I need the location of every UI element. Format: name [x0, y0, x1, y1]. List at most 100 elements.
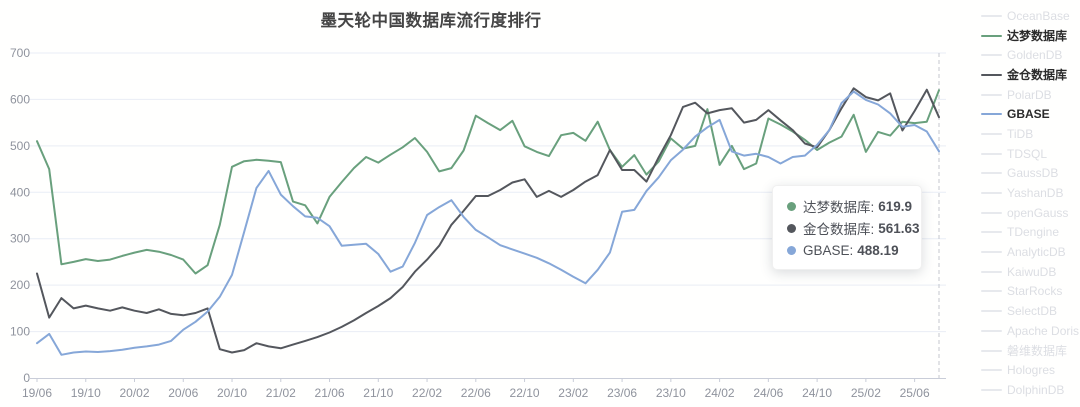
legend-item-openGauss[interactable]: openGauss	[981, 203, 1080, 223]
legend-label: GoldenDB	[1007, 48, 1063, 63]
legend-label: TDengine	[1007, 225, 1060, 240]
x-axis-label-22/06: 22/06	[461, 386, 491, 400]
legend-label: TiDB	[1007, 126, 1034, 141]
tooltip-row-kingbase: 金仓数据库: 561.63	[787, 217, 920, 239]
x-axis-label-22/10: 22/10	[510, 386, 540, 400]
y-axis-label-100: 100	[10, 325, 30, 339]
legend-item-GoldenDB[interactable]: GoldenDB	[981, 45, 1080, 65]
legend-item-TiDB[interactable]: TiDB	[981, 124, 1080, 144]
legend-item-DolphinDB[interactable]: DolphinDB	[981, 380, 1080, 400]
x-axis-label-21/06: 21/06	[315, 386, 345, 400]
legend-label: 达梦数据库	[1007, 29, 1068, 44]
legend-label: TDSQL	[1007, 146, 1048, 161]
tooltip-series-name: GBASE:	[803, 242, 854, 258]
legend-item-达梦数据库[interactable]: 达梦数据库	[981, 26, 1080, 46]
legend-line-swatch	[981, 113, 1002, 116]
x-axis-label-25/06: 25/06	[900, 386, 930, 400]
legend-label: 金仓数据库	[1007, 68, 1068, 83]
legend-label: PolarDB	[1007, 87, 1052, 102]
legend-item-AnalyticDB[interactable]: AnalyticDB	[981, 242, 1080, 262]
y-axis-label-300: 300	[10, 232, 30, 246]
legend-label: openGauss	[1007, 205, 1069, 220]
series-dot-dark	[787, 223, 796, 233]
legend-label: AnalyticDB	[1007, 245, 1066, 260]
legend-line-swatch	[981, 349, 1002, 352]
x-axis-label-25/02: 25/02	[851, 386, 881, 400]
legend-line-swatch	[981, 172, 1002, 175]
legend-line-swatch	[981, 132, 1002, 135]
tooltip-series-name: 达梦数据库:	[803, 200, 875, 215]
x-axis-label-23/10: 23/10	[656, 386, 686, 400]
series-dot-blue	[787, 245, 796, 255]
x-axis-label-19/06: 19/06	[22, 386, 52, 400]
legend-label: OceanBase	[1007, 8, 1070, 23]
legend-line-swatch	[981, 73, 1002, 76]
x-axis-label-20/10: 20/10	[217, 386, 247, 400]
x-axis-label-21/10: 21/10	[363, 386, 393, 400]
x-axis-label-20/02: 20/02	[119, 386, 149, 400]
legend-item-SelectDB[interactable]: SelectDB	[981, 301, 1080, 321]
legend-item-Hologres[interactable]: Hologres	[981, 360, 1080, 380]
legend-line-swatch	[981, 329, 1002, 332]
legend-line-swatch	[981, 211, 1002, 214]
legend-label: 磐维数据库	[1007, 344, 1068, 359]
x-axis-label-20/06: 20/06	[168, 386, 198, 400]
legend-item-金仓数据库[interactable]: 金仓数据库	[981, 65, 1080, 85]
legend-item-YashanDB[interactable]: YashanDB	[981, 183, 1080, 203]
tooltip-series-name: 金仓数据库:	[803, 222, 875, 237]
legend-label: Apache Doris	[1007, 323, 1080, 338]
legend-label: SelectDB	[1007, 304, 1058, 319]
legend-item-TDSQL[interactable]: TDSQL	[981, 144, 1080, 164]
legend-item-StarRocks[interactable]: StarRocks	[981, 282, 1080, 302]
series-line-GBASE[interactable]	[36, 90, 940, 356]
x-axis-label-22/02: 22/02	[412, 386, 442, 400]
legend-item-GaussDB[interactable]: GaussDB	[981, 164, 1080, 184]
chart-tooltip: 达梦数据库: 619.9 金仓数据库: 561.63 GBASE: 488.19	[772, 185, 922, 270]
y-axis-label-200: 200	[10, 278, 30, 292]
y-axis-label-500: 500	[10, 139, 30, 153]
y-axis-label-400: 400	[10, 185, 30, 199]
x-axis-label-23/02: 23/02	[558, 386, 588, 400]
x-axis-label-21/02: 21/02	[266, 386, 296, 400]
x-axis-label-24/10: 24/10	[802, 386, 832, 400]
tooltip-row-dameng: 达梦数据库: 619.9	[787, 195, 912, 217]
legend-item-TDengine[interactable]: TDengine	[981, 223, 1080, 243]
legend-label: GaussDB	[1007, 166, 1059, 181]
series-line-达梦数据库[interactable]	[36, 89, 940, 275]
legend-line-swatch	[981, 310, 1002, 313]
y-axis-label-700: 700	[10, 46, 30, 60]
legend-line-swatch	[981, 251, 1002, 254]
legend-item-GBASE[interactable]: GBASE	[981, 104, 1080, 124]
legend-label: YashanDB	[1007, 186, 1064, 201]
legend-line-swatch	[981, 93, 1002, 96]
legend-label: DolphinDB	[1007, 382, 1065, 397]
legend-line-swatch	[981, 192, 1002, 195]
y-axis-label-0: 0	[23, 371, 30, 385]
legend-line-swatch	[981, 369, 1002, 372]
x-axis-label-19/10: 19/10	[71, 386, 101, 400]
legend-label: StarRocks	[1007, 284, 1063, 299]
legend-line-swatch	[981, 54, 1002, 57]
legend-label: KaiwuDB	[1007, 264, 1057, 279]
y-axis-label-600: 600	[10, 92, 30, 106]
legend-item-Apache Doris[interactable]: Apache Doris	[981, 321, 1080, 341]
legend-item-磐维数据库[interactable]: 磐维数据库	[981, 341, 1080, 361]
series-line-金仓数据库[interactable]	[36, 87, 940, 354]
tooltip-series-value: 488.19	[857, 242, 899, 258]
series-legend: OceanBase 达梦数据库 GoldenDB 金仓数据库 PolarDB GBASE T…	[981, 6, 1080, 400]
tooltip-row-gbase: GBASE: 488.19	[787, 239, 907, 261]
legend-item-KaiwuDB[interactable]: KaiwuDB	[981, 262, 1080, 282]
legend-line-swatch	[981, 231, 1002, 234]
legend-line-swatch	[981, 14, 1002, 17]
legend-item-PolarDB[interactable]: PolarDB	[981, 85, 1080, 105]
series-dot-green	[787, 201, 796, 211]
x-axis-label-24/06: 24/06	[753, 386, 783, 400]
tooltip-series-value: 619.9	[878, 198, 913, 214]
legend-line-swatch	[981, 34, 1002, 37]
chart-title: 墨天轮中国数据库流行度排行	[320, 12, 542, 30]
legend-item-OceanBase[interactable]: OceanBase	[981, 6, 1080, 26]
legend-label: Hologres	[1007, 363, 1056, 378]
x-axis-label-24/02: 24/02	[705, 386, 735, 400]
